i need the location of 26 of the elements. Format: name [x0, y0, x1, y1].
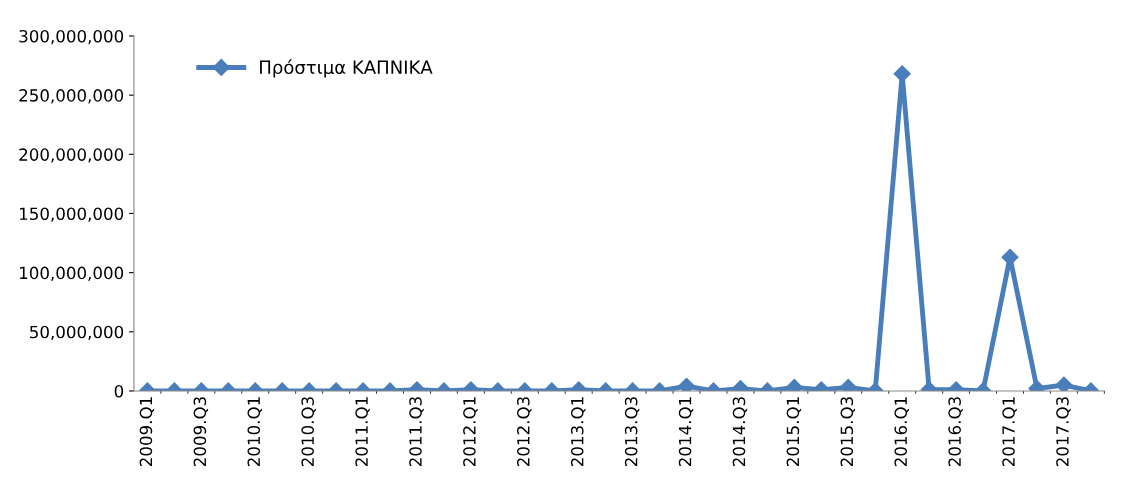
x-tick-label: 2009.Q3 — [193, 397, 209, 467]
y-tick-label: 50,000,000 — [30, 325, 124, 341]
x-tick-label: 2012.Q3 — [517, 397, 532, 467]
y-tick-label: 250,000,000 — [19, 89, 124, 104]
x-tick-label: 2016.Q1 — [894, 397, 909, 467]
y-tick-label: 0 — [114, 384, 124, 398]
x-tick-label: 2015.Q1 — [786, 397, 802, 467]
x-tick-label: 2016.Q3 — [948, 397, 963, 467]
legend-label: Πρόστιμα ΚΑΠΝΙΚΑ — [260, 59, 433, 78]
y-tick-label: 200,000,000 — [19, 148, 124, 163]
x-tick-label: 2013.Q3 — [624, 397, 640, 467]
x-tick-label: 2010.Q3 — [301, 397, 316, 467]
x-tick-label: 2014.Q1 — [678, 397, 694, 467]
y-tick-label: 300,000,000 — [19, 29, 124, 45]
x-tick-label: 2010.Q1 — [247, 397, 262, 467]
x-tick-label: 2011.Q1 — [355, 397, 370, 467]
x-tick-label: 2011.Q3 — [409, 397, 424, 467]
x-tick-label: 2013.Q1 — [570, 397, 586, 467]
x-tick-label: 2014.Q3 — [732, 397, 748, 467]
x-tick-label: 2017.Q3 — [1056, 397, 1071, 467]
x-tick-label: 2017.Q1 — [1002, 397, 1017, 467]
y-tick-label: 150,000,000 — [20, 207, 124, 222]
x-tick-label: 2015.Q3 — [840, 397, 856, 467]
y-tick-label: 100,000,000 — [20, 266, 124, 281]
x-tick-label: 2009.Q1 — [139, 397, 155, 467]
x-tick-label: 2012.Q1 — [463, 397, 478, 467]
